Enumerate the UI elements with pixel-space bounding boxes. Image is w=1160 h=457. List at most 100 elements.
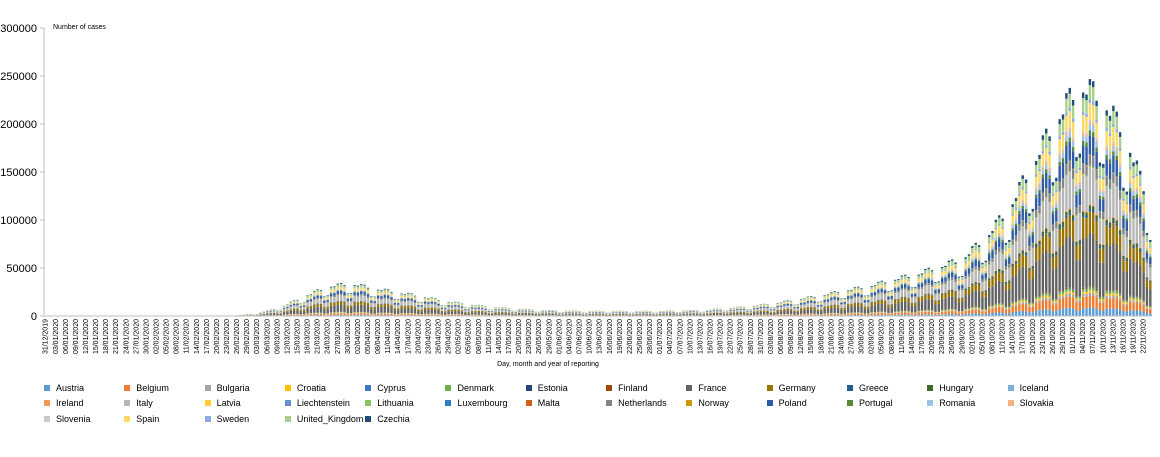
bar-segment	[380, 298, 383, 300]
bar-segment	[920, 311, 924, 313]
bar-segment	[951, 280, 954, 290]
bar-segment	[437, 305, 440, 306]
bar-segment	[279, 313, 282, 316]
bar-segment	[940, 277, 944, 279]
bar-segment	[578, 312, 581, 314]
bar-segment	[934, 290, 937, 293]
bar-segment	[930, 311, 934, 313]
bar-segment	[846, 307, 850, 313]
bar-segment	[846, 291, 850, 293]
bar-segment	[951, 309, 954, 311]
bar-segment	[779, 303, 783, 305]
bar-segment	[621, 314, 625, 316]
bar-segment	[961, 275, 964, 277]
bar-segment	[276, 314, 279, 316]
bar-segment	[773, 312, 776, 313]
bar-segment	[339, 300, 343, 302]
bar-segment	[867, 299, 870, 300]
bar-segment	[793, 308, 796, 311]
bar-segment	[877, 313, 880, 315]
bar-segment	[356, 292, 360, 296]
bar-segment	[860, 288, 863, 289]
bar-segment	[571, 313, 575, 315]
bar-segment	[981, 297, 984, 310]
bar-segment	[826, 295, 830, 297]
bar-segment	[266, 313, 269, 314]
bar-segment	[427, 302, 430, 304]
bar-segment	[917, 284, 920, 288]
bar-segment	[373, 302, 376, 304]
bar-segment	[407, 300, 410, 302]
bar-segment	[826, 301, 830, 303]
bar-segment	[796, 308, 799, 311]
bar-segment	[820, 306, 823, 307]
bar-segment	[867, 300, 870, 302]
bar-segment	[826, 314, 830, 316]
bar-segment	[719, 311, 722, 313]
bar-segment	[954, 291, 957, 292]
bar-segment	[940, 293, 944, 295]
bar-segment	[702, 314, 705, 316]
bar-segment	[987, 278, 991, 280]
bar-segment	[400, 298, 403, 301]
bar-segment	[971, 308, 974, 310]
bar-segment	[504, 310, 507, 312]
bar-segment	[944, 314, 947, 316]
bar-segment	[521, 313, 524, 314]
bar-segment	[910, 314, 914, 316]
bar-segment	[504, 307, 507, 309]
bar-segment	[853, 314, 857, 316]
bar-segment	[316, 289, 319, 291]
bar-segment	[813, 303, 816, 304]
bar-segment	[407, 292, 410, 294]
bar-segment	[376, 313, 380, 316]
bar-segment	[444, 311, 447, 313]
bar-segment	[736, 310, 739, 312]
bar-segment	[944, 311, 947, 315]
bar-segment	[796, 304, 799, 306]
bar-segment	[363, 287, 366, 291]
bar-segment	[776, 307, 779, 308]
bar-segment	[689, 313, 692, 314]
bar-segment	[648, 314, 652, 316]
bar-segment	[860, 297, 863, 299]
bar-segment	[786, 310, 789, 314]
bar-segment	[897, 282, 900, 283]
bar-segment	[709, 311, 712, 312]
bar-segment	[900, 301, 904, 311]
bar-segment	[977, 313, 981, 316]
bar-segment	[940, 271, 944, 276]
bar-segment	[964, 267, 967, 269]
bar-segment	[957, 298, 961, 303]
bar-segment	[323, 314, 326, 316]
bar-segment	[538, 313, 541, 315]
bar-segment	[343, 291, 346, 292]
bar-segment	[360, 294, 363, 296]
bar-segment	[729, 308, 732, 310]
bar-segment	[803, 302, 806, 305]
bar-segment	[282, 315, 286, 316]
bar-segment	[346, 293, 350, 295]
bar-segment	[846, 313, 850, 316]
bar-segment	[940, 294, 944, 299]
bar-segment	[675, 314, 679, 316]
bar-segment	[927, 268, 930, 272]
bar-segment	[551, 312, 554, 314]
bar-segment	[840, 304, 843, 305]
bar-segment	[447, 305, 450, 307]
bar-segment	[769, 310, 773, 312]
bar-segment	[977, 258, 981, 261]
bar-segment	[964, 268, 967, 271]
bar-segment	[279, 313, 282, 314]
bar-segment	[951, 272, 954, 278]
bar-segment	[971, 307, 974, 309]
bar-segment	[850, 294, 853, 296]
bar-segment	[350, 300, 353, 302]
bar-segment	[789, 304, 793, 306]
bar-segment	[739, 311, 742, 313]
bar-segment	[480, 306, 484, 308]
bar-segment	[971, 252, 974, 254]
bar-segment	[833, 291, 836, 292]
bar-segment	[863, 314, 867, 316]
bar-segment	[820, 306, 823, 310]
